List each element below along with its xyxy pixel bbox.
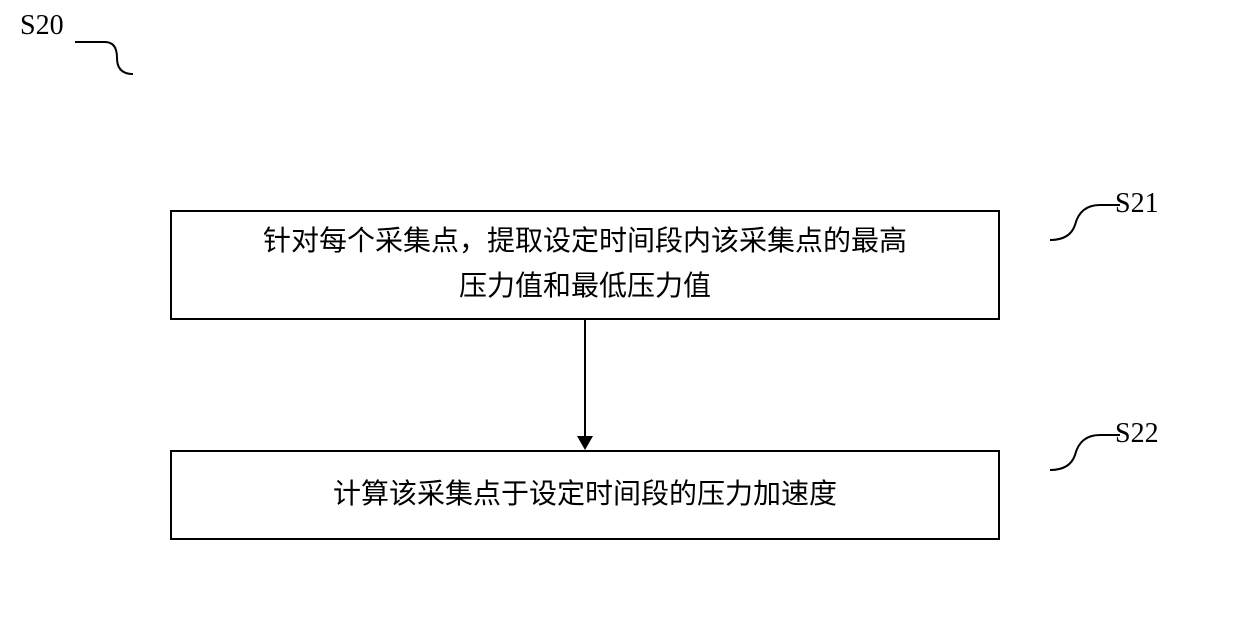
- flow-step-s21-line1: 针对每个采集点，提取设定时间段内该采集点的最高: [263, 226, 907, 257]
- s20-connector-curve: [75, 40, 135, 80]
- step-label-s20: S20: [20, 10, 64, 42]
- flow-step-s21-line2: 压力值和最低压力值: [459, 271, 711, 302]
- s22-connector-curve: [1050, 430, 1120, 480]
- step-label-s22: S22: [1115, 418, 1159, 450]
- flow-step-s21-text: 针对每个采集点，提取设定时间段内该采集点的最高 压力值和最低压力值: [263, 220, 907, 310]
- flow-step-s22-text: 计算该采集点于设定时间段的压力加速度: [333, 473, 837, 518]
- flow-step-s21: 针对每个采集点，提取设定时间段内该采集点的最高 压力值和最低压力值: [170, 210, 1000, 320]
- flow-arrow-head: [577, 436, 593, 450]
- flow-arrow-line: [584, 320, 586, 436]
- flow-step-s22: 计算该采集点于设定时间段的压力加速度: [170, 450, 1000, 540]
- s21-connector-curve: [1050, 200, 1120, 250]
- flow-step-s22-line1: 计算该采集点于设定时间段的压力加速度: [333, 479, 837, 510]
- step-label-s21: S21: [1115, 188, 1159, 220]
